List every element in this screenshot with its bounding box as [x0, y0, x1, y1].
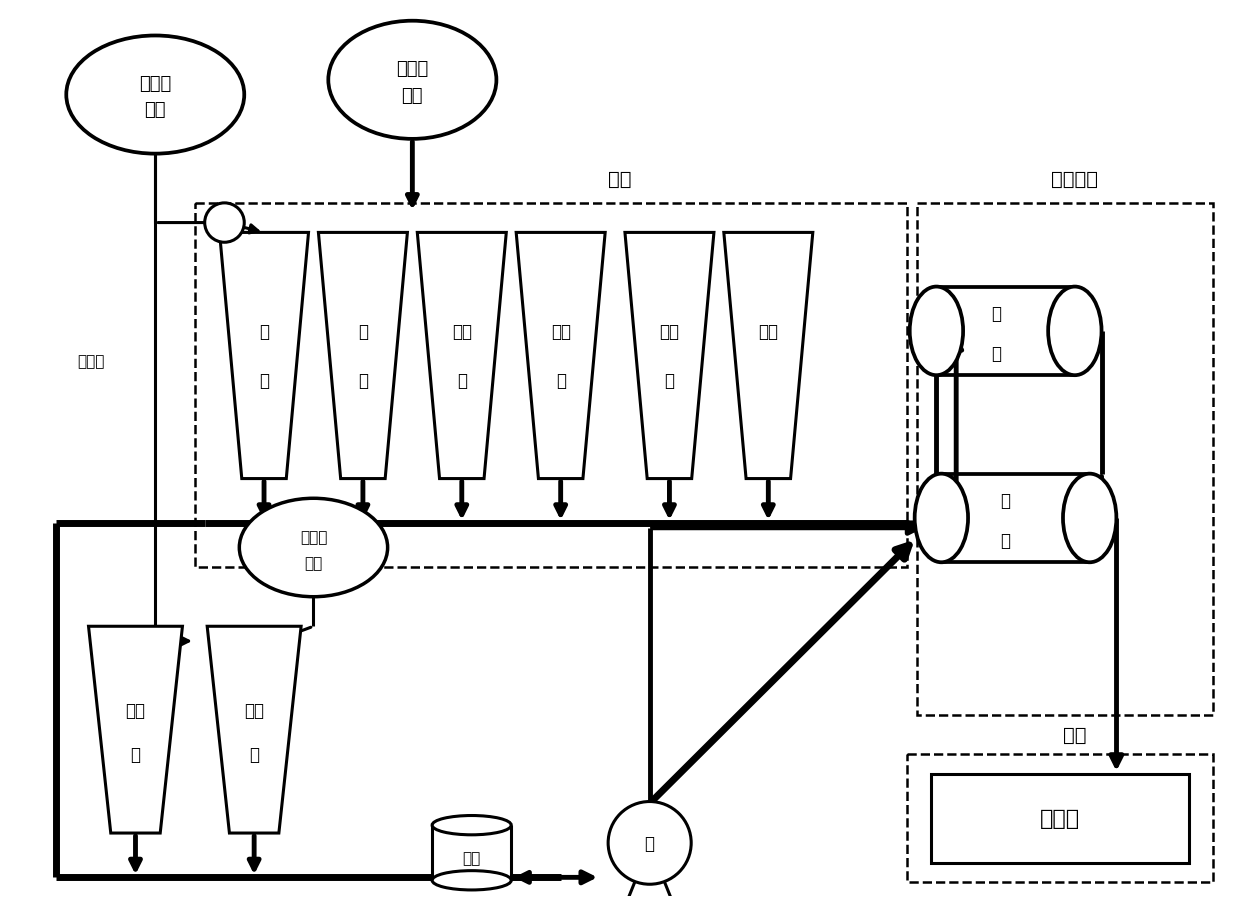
Polygon shape [219, 233, 309, 479]
Bar [931, 774, 1189, 862]
Text: 羐车打: 羐车打 [300, 529, 327, 545]
Text: 二: 二 [1001, 492, 1011, 509]
Text: 白灰: 白灰 [402, 87, 423, 105]
Text: 混匀: 混匀 [660, 322, 680, 340]
Bar [936, 287, 1075, 376]
Text: 羐车打: 羐车打 [397, 60, 429, 78]
Text: 石: 石 [456, 372, 466, 390]
Text: 混匀制粒: 混匀制粒 [1052, 170, 1099, 189]
Ellipse shape [239, 498, 388, 597]
Ellipse shape [915, 474, 968, 563]
Text: 新白: 新白 [244, 702, 264, 719]
Ellipse shape [205, 204, 244, 243]
Text: 返矿: 返矿 [759, 322, 779, 340]
Text: 烧结: 烧结 [1063, 725, 1086, 744]
Text: 粉: 粉 [259, 372, 269, 390]
Ellipse shape [432, 815, 511, 835]
Polygon shape [88, 627, 182, 833]
Text: 分料器: 分料器 [77, 353, 104, 368]
Text: 泵: 泵 [645, 834, 655, 852]
Polygon shape [207, 627, 301, 833]
Ellipse shape [910, 287, 963, 376]
Ellipse shape [329, 22, 496, 140]
Polygon shape [418, 233, 506, 479]
Polygon shape [319, 233, 408, 479]
Text: 燃泥: 燃泥 [463, 851, 481, 865]
Text: 灰: 灰 [249, 746, 259, 763]
Text: 混: 混 [1001, 531, 1011, 549]
Ellipse shape [432, 870, 511, 890]
Circle shape [608, 802, 691, 884]
Text: 石灰: 石灰 [451, 322, 471, 340]
Bar [916, 204, 1213, 715]
Text: 白灰: 白灰 [304, 555, 322, 570]
Text: 灰: 灰 [358, 372, 368, 390]
Text: 混: 混 [991, 344, 1001, 362]
Text: 一: 一 [991, 305, 1001, 322]
Text: 矿: 矿 [665, 372, 675, 390]
Text: 配料: 配料 [609, 170, 631, 189]
Bar [906, 754, 1213, 882]
Ellipse shape [1048, 287, 1101, 376]
Text: 石: 石 [556, 372, 565, 390]
Text: 新焦: 新焦 [125, 702, 145, 719]
Text: 烧结机: 烧结机 [1040, 808, 1080, 828]
Ellipse shape [66, 36, 244, 154]
Polygon shape [724, 233, 812, 479]
Text: 白云: 白云 [551, 322, 570, 340]
Text: 白: 白 [358, 322, 368, 340]
Polygon shape [625, 233, 714, 479]
Bar [432, 818, 511, 888]
Text: 粉: 粉 [130, 746, 140, 763]
Polygon shape [620, 845, 678, 903]
Text: 破碎后: 破碎后 [139, 75, 171, 93]
Polygon shape [516, 233, 605, 479]
Text: 焦粉: 焦粉 [145, 101, 166, 119]
Text: 焦: 焦 [259, 322, 269, 340]
Bar [941, 474, 1090, 563]
Ellipse shape [1063, 474, 1116, 563]
Bar [195, 204, 906, 568]
